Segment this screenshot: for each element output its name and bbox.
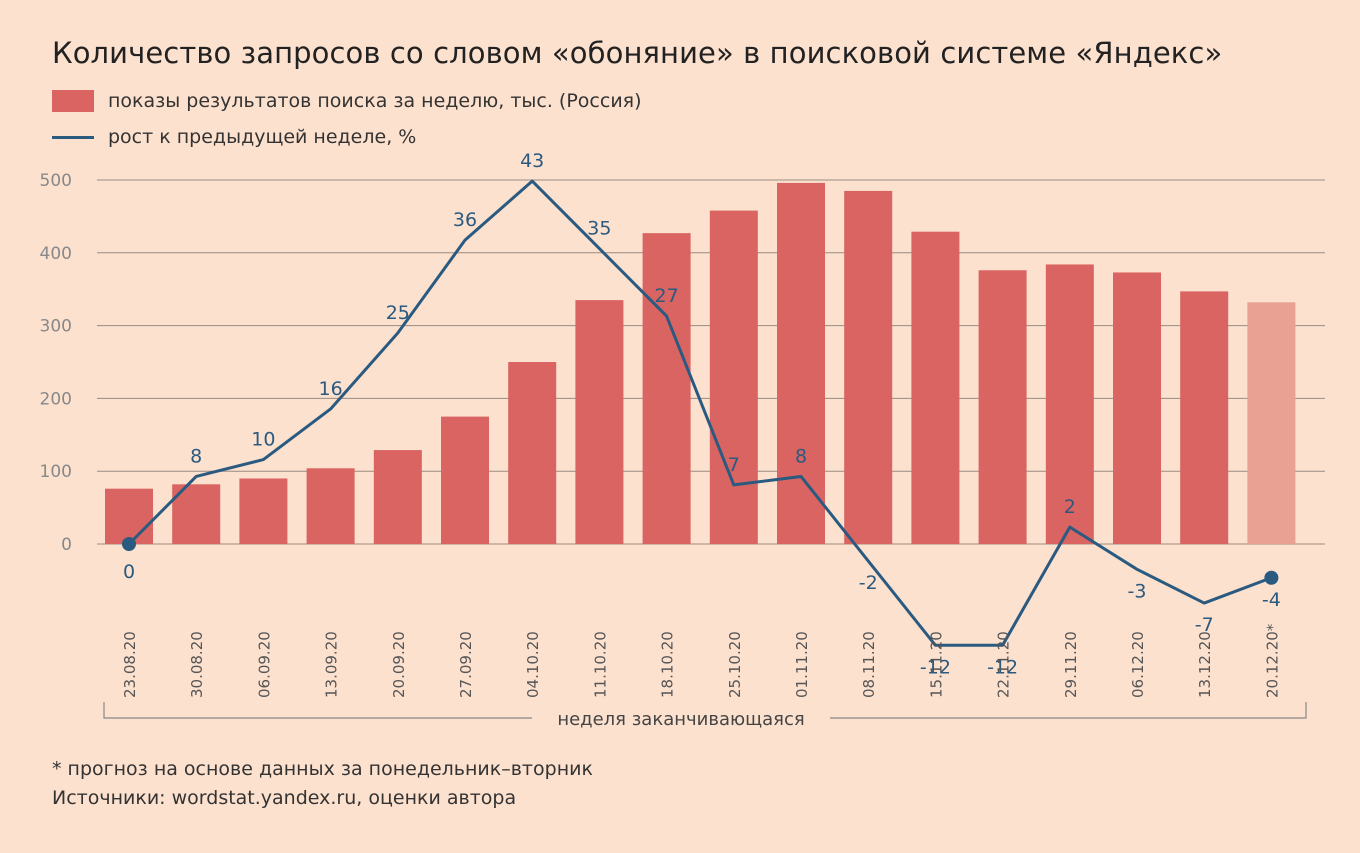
footnote: * прогноз на основе данных за понедельни… <box>52 758 593 780</box>
bar <box>1247 302 1296 544</box>
bar <box>239 478 288 544</box>
axis-bracket-right <box>830 702 1307 719</box>
line-data-label: -2 <box>859 572 878 594</box>
bar <box>575 300 624 544</box>
bar <box>642 233 691 545</box>
bar <box>911 231 960 545</box>
line-data-label: 2 <box>1064 496 1076 518</box>
legend-item-bars: показы результатов поиска за неделю, тыс… <box>52 90 642 112</box>
bar <box>777 182 825 545</box>
x-tick-label: 08.11.20 <box>860 631 878 698</box>
chart-title: Количество запросов со словом «обоняние»… <box>52 36 1223 70</box>
x-tick-label: 01.11.20 <box>793 631 811 698</box>
x-tick-label: 18.10.20 <box>659 631 677 698</box>
legend-item-line: рост к предыдущей неделе, % <box>52 126 416 148</box>
y-tick-label: 200 <box>40 389 72 409</box>
x-tick-label: 20.09.20 <box>390 631 408 698</box>
line-data-label: -3 <box>1128 580 1147 602</box>
x-tick-label: 22.11.20 <box>995 631 1013 698</box>
line-data-label: 27 <box>655 285 679 307</box>
y-tick-label: 300 <box>40 317 72 337</box>
x-tick-label: 13.09.20 <box>323 631 341 698</box>
x-tick-label: 15.11.20 <box>927 631 945 698</box>
y-tick-label: 500 <box>40 171 72 191</box>
bar <box>306 468 355 544</box>
x-tick-label: 13.12.20 <box>1196 631 1214 698</box>
line-data-label: 8 <box>795 445 807 467</box>
line-data-label: 16 <box>319 378 343 400</box>
y-tick-label: 400 <box>40 244 72 264</box>
line-data-label: -7 <box>1195 614 1214 636</box>
bar <box>441 416 489 544</box>
line-data-label: 8 <box>190 445 202 467</box>
line-data-label: -12 <box>920 656 951 678</box>
bar <box>1045 264 1094 544</box>
x-tick-label: 06.12.20 <box>1129 631 1147 698</box>
x-tick-label: 04.10.20 <box>524 631 542 698</box>
x-tick-label: 29.11.20 <box>1062 631 1080 698</box>
y-tick-label: 0 <box>61 535 72 555</box>
line-data-label: 7 <box>728 454 740 476</box>
x-tick-label: 06.09.20 <box>255 631 273 698</box>
growth-line <box>127 179 1272 647</box>
x-tick-label: 23.08.20 <box>121 631 139 698</box>
bar <box>1180 291 1229 544</box>
axis-bracket-left <box>103 702 532 719</box>
bar <box>1113 272 1161 544</box>
line-data-label: 43 <box>520 150 544 172</box>
bar <box>709 210 758 545</box>
bar <box>105 488 153 544</box>
legend-bar-label: показы результатов поиска за неделю, тыс… <box>108 90 642 112</box>
x-tick-label: 27.09.20 <box>457 631 475 698</box>
bar <box>978 270 1027 544</box>
line-point <box>122 537 136 551</box>
line-data-label: 36 <box>453 209 477 231</box>
bar <box>844 190 893 545</box>
x-tick-label: 25.10.20 <box>726 631 744 698</box>
line-data-label: 0 <box>123 561 135 583</box>
x-axis-title: неделя заканчивающаяся <box>557 709 804 730</box>
line-point <box>1264 570 1279 585</box>
line-data-label: 35 <box>587 218 611 240</box>
line-data-label: -4 <box>1262 589 1281 611</box>
legend-bar-swatch <box>52 90 94 112</box>
x-tick-label: 11.10.20 <box>591 631 609 698</box>
line-data-label: 25 <box>386 302 410 324</box>
x-tick-label: 20.12.20* <box>1263 623 1281 698</box>
legend-line-label: рост к предыдущей неделе, % <box>108 126 417 148</box>
source-note: Источники: wordstat.yandex.ru, оценки ав… <box>52 787 517 809</box>
y-tick-label: 100 <box>40 462 72 482</box>
line-data-label: -12 <box>987 656 1018 678</box>
legend-line-swatch <box>52 135 94 139</box>
bar <box>373 450 422 544</box>
bar <box>508 362 557 544</box>
x-tick-label: 30.08.20 <box>188 631 206 698</box>
line-data-label: 10 <box>251 429 275 451</box>
